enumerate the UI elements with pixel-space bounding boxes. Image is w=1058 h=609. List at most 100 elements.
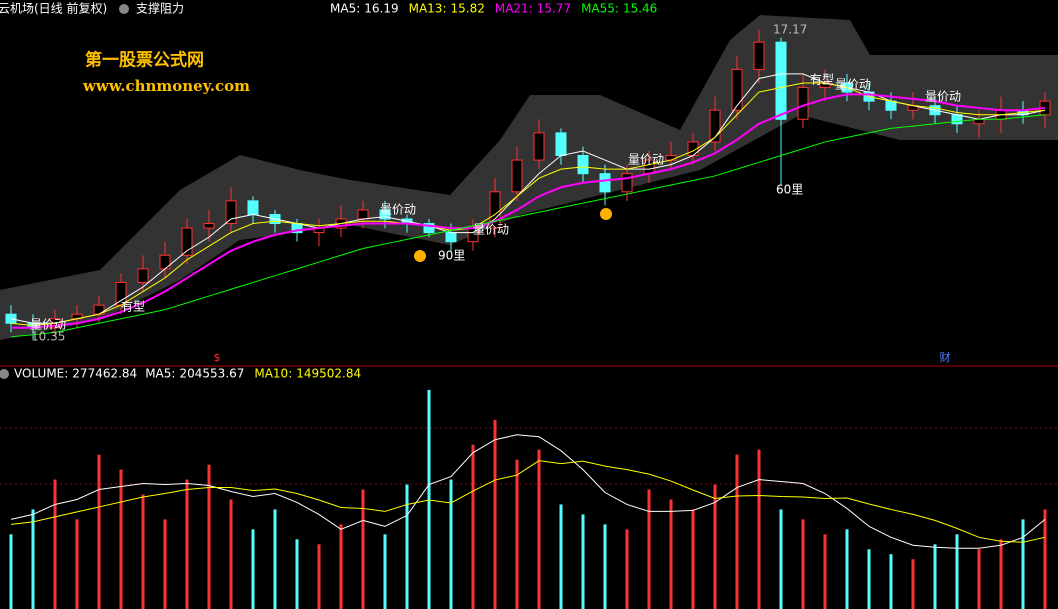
volume-bar xyxy=(713,484,717,609)
volume-bar xyxy=(845,529,849,609)
volume-bar xyxy=(757,449,761,609)
legend-name: MA5: xyxy=(330,2,360,16)
volume-bar xyxy=(273,509,277,609)
candle-body xyxy=(577,155,589,175)
candle-body xyxy=(511,159,523,193)
annotation: 量价动 xyxy=(628,153,664,167)
legend-value: 277462.84 xyxy=(72,367,137,381)
volume-bar xyxy=(1021,519,1025,609)
volume-bar xyxy=(339,524,343,609)
candle-body xyxy=(709,109,721,143)
volume-bar xyxy=(317,544,321,609)
candle-body xyxy=(621,173,633,193)
volume-bar xyxy=(251,529,255,609)
volume-bar xyxy=(933,544,937,609)
coin-icon xyxy=(600,208,612,220)
indicator-name: 支撑阻力 xyxy=(136,1,184,16)
legend-name: MA21: xyxy=(495,2,533,16)
candle-body xyxy=(533,132,545,161)
watermark-url: www.chnmoney.com xyxy=(82,77,250,95)
event-marker: 财 xyxy=(940,350,951,364)
annotation: 量价动 xyxy=(925,90,961,104)
volume-panel xyxy=(9,389,1047,609)
high-label: 17.17 xyxy=(773,22,807,36)
legend-value: 16.19 xyxy=(364,2,398,16)
candle-body xyxy=(137,268,149,283)
legend-value: 149502.84 xyxy=(296,367,361,381)
volume-bar xyxy=(537,449,541,609)
volume-bar xyxy=(581,514,585,609)
annotation: 量价动 xyxy=(30,318,66,332)
volume-bar xyxy=(823,534,827,609)
event-marker: $ xyxy=(214,351,221,364)
volume-bar xyxy=(119,469,123,609)
candle-body xyxy=(225,200,237,225)
volume-bar xyxy=(669,499,673,609)
volume-bar xyxy=(801,519,805,609)
volume-bar xyxy=(163,519,167,609)
volume-bar xyxy=(735,454,739,609)
candle-body xyxy=(885,100,897,111)
ma-line xyxy=(10,82,1046,327)
candle-body xyxy=(753,41,765,70)
volume-bar xyxy=(471,444,475,609)
volume-bar xyxy=(1043,509,1047,609)
watermark-name: 第一股票公式网 xyxy=(85,50,204,71)
candle-body xyxy=(555,132,567,157)
volume-bar xyxy=(647,489,651,609)
volume-bar xyxy=(405,484,409,609)
volume-bar xyxy=(625,529,629,609)
volume-bar xyxy=(515,459,519,609)
legend-title: VOLUME: xyxy=(14,367,68,381)
settings-icon[interactable] xyxy=(119,4,129,14)
annotation: 量价动 xyxy=(835,78,871,92)
legend-name: MA13: xyxy=(409,2,447,16)
ma-line xyxy=(10,114,1046,338)
volume-bar xyxy=(867,549,871,609)
volume-bar xyxy=(977,549,981,609)
annotation: 量价动 xyxy=(473,223,509,237)
volume-bar xyxy=(559,504,563,609)
annotation: 量价动 xyxy=(380,203,416,217)
low-label: 10.35 xyxy=(31,330,65,344)
legend-name: MA10: xyxy=(254,367,292,381)
volume-bar xyxy=(361,489,365,609)
volume-bar xyxy=(603,524,607,609)
volume-ma-line xyxy=(10,434,1046,549)
candle-body xyxy=(203,223,215,229)
candle-body xyxy=(247,200,259,215)
volume-bar xyxy=(779,509,783,609)
candle-body xyxy=(775,41,787,120)
candle-body xyxy=(379,209,391,220)
volume-bar xyxy=(75,519,79,609)
legend-value: 15.82 xyxy=(450,2,484,16)
annotation: 有型 xyxy=(121,300,145,314)
volume-bar xyxy=(97,454,101,609)
volume-bar xyxy=(229,499,233,609)
candle-body xyxy=(423,223,435,234)
volume-bar xyxy=(955,534,959,609)
legend-value: 15.77 xyxy=(537,2,571,16)
legend-name: MA55: xyxy=(581,2,619,16)
volume-bar xyxy=(141,494,145,609)
legend-value: 15.46 xyxy=(623,2,657,16)
candle-body xyxy=(665,155,677,161)
ma-line xyxy=(10,73,1046,324)
annotation: 有型 xyxy=(810,73,834,87)
candle-body xyxy=(599,173,611,193)
volume-bar xyxy=(9,534,13,609)
volume-bar xyxy=(889,554,893,609)
settings-icon[interactable] xyxy=(0,369,9,379)
volume-bar xyxy=(207,464,211,609)
volume-bar xyxy=(493,419,497,609)
ma-line xyxy=(11,93,1046,329)
candle-body xyxy=(181,227,193,256)
stock-title: 白云机场(日线 前复权) xyxy=(0,1,107,16)
candle-body xyxy=(357,209,369,220)
volume-bar xyxy=(31,509,35,609)
candle-body xyxy=(731,68,743,111)
candle-body xyxy=(951,114,963,125)
volume-bar xyxy=(449,479,453,609)
volume-bar xyxy=(185,479,189,609)
